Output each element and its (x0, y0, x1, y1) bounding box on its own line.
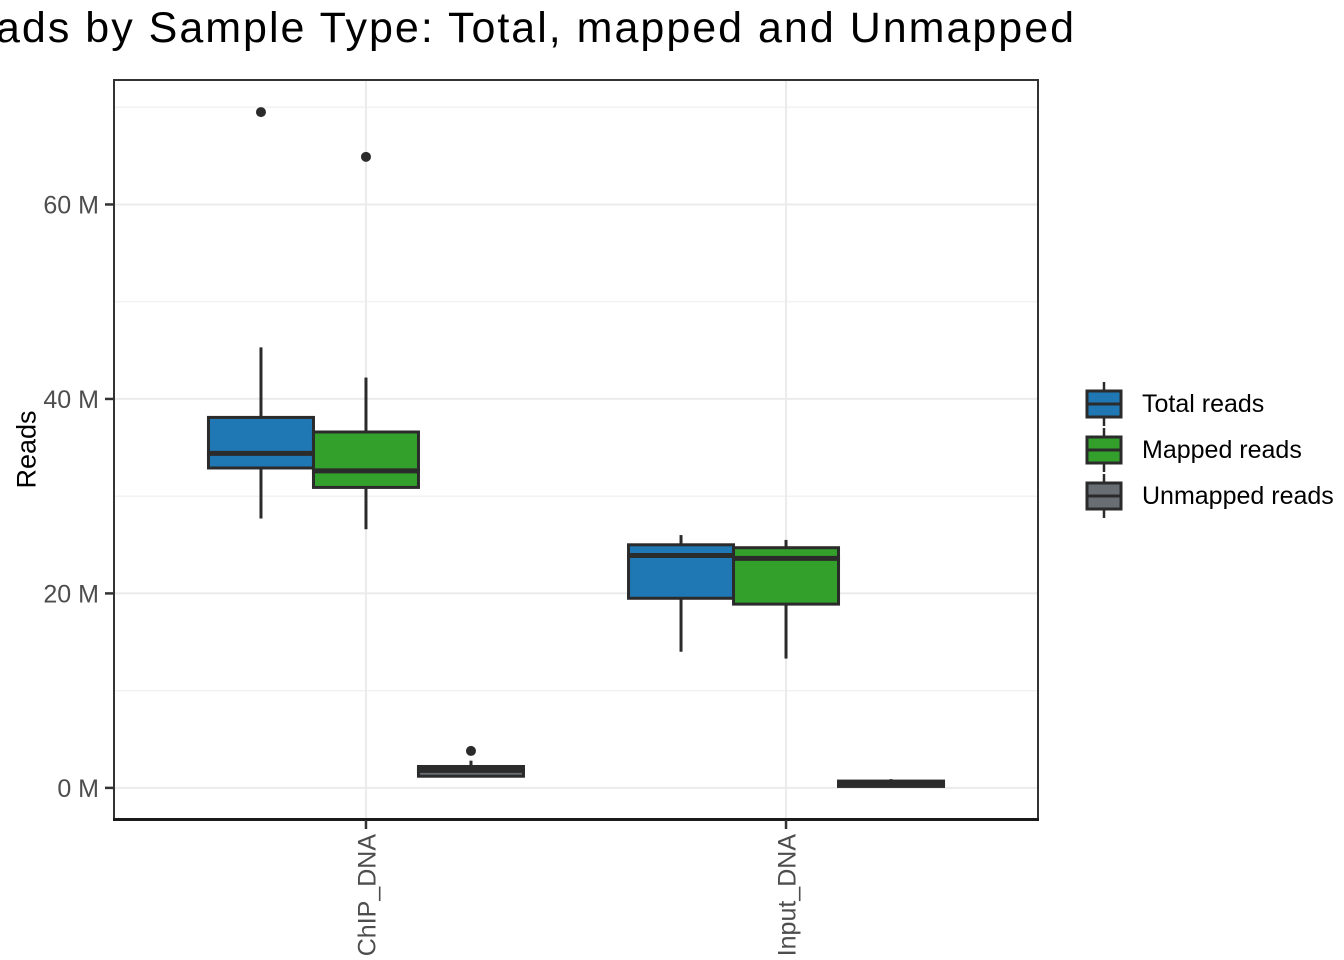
outlier-point (255, 107, 266, 118)
outlier-point (465, 745, 476, 756)
legend-item-label: Total reads (1142, 389, 1265, 418)
legend-item: Total reads (1085, 381, 1334, 427)
y-tick-label: 60 M (43, 191, 99, 219)
box-chip-dna-mapped-reads (311, 151, 420, 530)
x-tick-label: Input_DNA (774, 834, 802, 957)
legend-item-label: Mapped reads (1142, 435, 1302, 464)
box-input-dna-mapped-reads (732, 539, 841, 659)
x-tick-label: ChIP_DNA (353, 834, 381, 957)
chart-title: ads by Sample Type: Total, mapped and Un… (0, 4, 1077, 52)
box-input-dna-total-reads (627, 535, 736, 652)
legend-item: Mapped reads (1085, 427, 1334, 473)
legend-key-boxplot-icon (1085, 427, 1123, 473)
legend-key-boxplot-icon (1085, 473, 1123, 519)
y-tick-label: 20 M (43, 580, 99, 608)
box-input-dna-unmapped-reads (837, 779, 946, 788)
y-tick-label: 40 M (43, 386, 99, 414)
legend: Total reads Mapped reads Unmapped reads (1085, 381, 1334, 519)
outlier-point (360, 151, 371, 162)
legend-item-label: Unmapped reads (1142, 481, 1334, 510)
box-chip-dna-total-reads (206, 107, 315, 519)
box-chip-dna-unmapped-reads (416, 745, 525, 778)
legend-key-boxplot-icon (1085, 381, 1123, 427)
legend-item: Unmapped reads (1085, 473, 1334, 519)
y-tick-label: 0 M (57, 775, 99, 803)
